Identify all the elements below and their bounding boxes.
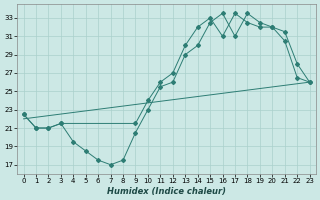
X-axis label: Humidex (Indice chaleur): Humidex (Indice chaleur) — [107, 187, 226, 196]
